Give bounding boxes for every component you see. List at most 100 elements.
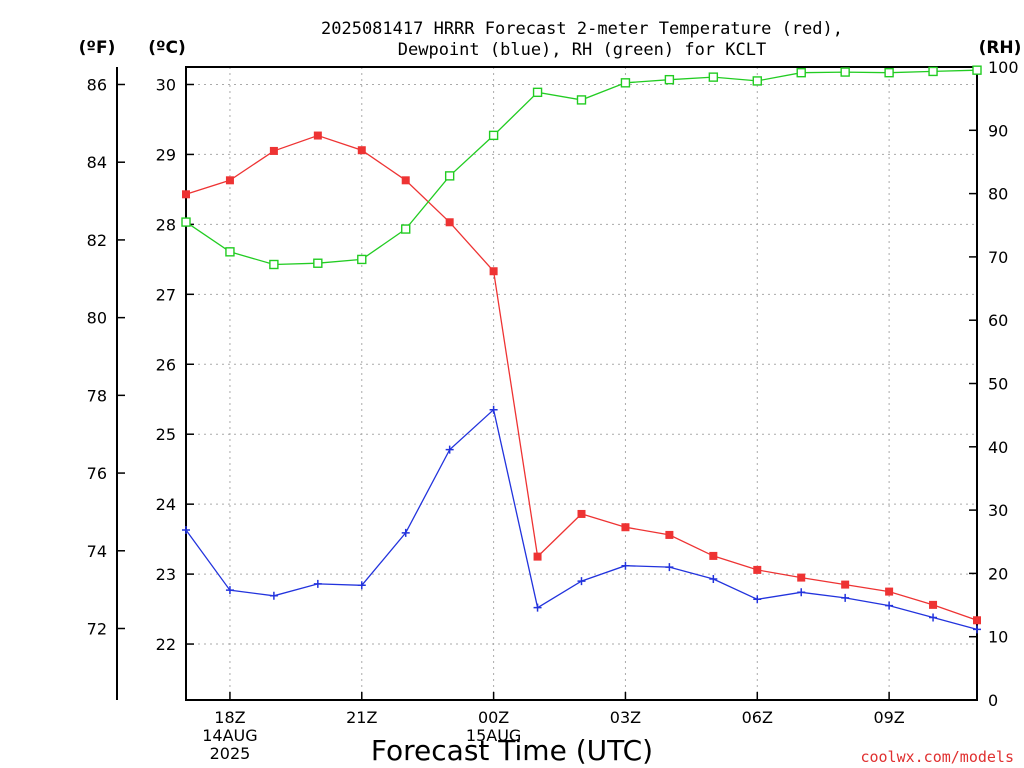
- rh-point: [576, 95, 587, 105]
- temperature-point: [269, 146, 278, 155]
- temperature-point: [973, 616, 981, 625]
- dewpoint-point: [269, 591, 278, 600]
- dewpoint-point: [225, 586, 234, 595]
- dewpoint-point: [577, 577, 586, 586]
- rh-point: [532, 87, 543, 98]
- x-tick-label: 09Z: [873, 708, 904, 727]
- plot-frame: [185, 66, 978, 701]
- fahrenheit-unit-label: (ºF): [79, 38, 116, 58]
- rh-tick-label: 50: [988, 375, 1008, 394]
- rh-point: [664, 74, 675, 85]
- rh-point: [269, 259, 279, 270]
- x-tick-label: 00Z: [478, 708, 509, 727]
- dewpoint-point: [929, 613, 938, 622]
- rh-tick-label: 60: [988, 311, 1008, 330]
- temperature-point: [665, 530, 674, 539]
- celsius-tick-label: 26: [156, 355, 176, 374]
- rh-tick-label: 100: [988, 58, 1019, 77]
- fahrenheit-tick-label: 82: [87, 231, 107, 250]
- fahrenheit-tick-label: 86: [87, 75, 107, 94]
- x-tick-label: 14AUG: [202, 726, 257, 745]
- rh-tick-label: 40: [988, 438, 1008, 457]
- x-tick-label: 06Z: [742, 708, 773, 727]
- rh-point: [972, 65, 982, 75]
- dewpoint-point: [313, 579, 322, 588]
- rh-point: [181, 217, 191, 227]
- x-tick-label: 18Z: [214, 708, 245, 727]
- rh-point: [357, 254, 367, 265]
- temperature-point: [929, 600, 938, 609]
- x-tick-label: 2025: [210, 744, 251, 763]
- rh-tick-label: 0: [988, 691, 998, 710]
- data-series: [181, 65, 982, 634]
- x-tick-label: 21Z: [346, 708, 377, 727]
- celsius-tick-label: 28: [156, 215, 176, 234]
- dewpoint-point: [841, 593, 850, 602]
- temperature-point: [401, 176, 410, 185]
- celsius-unit-label: (ºC): [148, 38, 186, 58]
- temperature-point: [885, 587, 894, 596]
- celsius-tick-label: 22: [156, 635, 176, 654]
- rh-point: [708, 72, 719, 82]
- temperature-point: [841, 580, 850, 589]
- rh-point: [488, 130, 499, 141]
- temperature-point: [533, 552, 542, 561]
- rh-tick-label: 70: [988, 248, 1008, 267]
- x-tick-label: 03Z: [610, 708, 641, 727]
- rh-tick-label: 10: [988, 628, 1008, 647]
- chart-title-line1: 2025081417 HRRR Forecast 2-meter Tempera…: [321, 19, 843, 39]
- temperature-point: [445, 218, 454, 227]
- dewpoint-point: [401, 528, 410, 537]
- fahrenheit-tick-label: 76: [87, 464, 107, 483]
- rh-point: [884, 67, 894, 78]
- dewpoint-point: [973, 625, 981, 634]
- grid-lines: [186, 67, 977, 700]
- dewpoint-point: [182, 526, 190, 535]
- rh-point: [928, 66, 938, 77]
- rh-tick-label: 30: [988, 501, 1008, 520]
- dewpoint-point: [489, 405, 498, 414]
- temperature-point: [797, 573, 806, 582]
- dewpoint-point: [357, 581, 366, 590]
- celsius-tick-label: 25: [156, 425, 176, 444]
- fahrenheit-tick-label: 72: [87, 620, 107, 639]
- rh-point: [313, 258, 323, 268]
- dewpoint-point: [665, 563, 674, 572]
- celsius-tick-label: 30: [156, 75, 176, 94]
- rh-point: [444, 171, 455, 181]
- dewpoint-point: [709, 574, 718, 583]
- rh-point: [225, 247, 235, 257]
- dewpoint-point: [753, 595, 762, 604]
- dewpoint-point: [533, 603, 542, 612]
- celsius-tick-label: 29: [156, 145, 176, 164]
- dewpoint-point: [445, 445, 454, 454]
- celsius-tick-label: 23: [156, 565, 176, 584]
- temperature-line: [185, 134, 978, 621]
- dewpoint-point: [621, 561, 630, 570]
- rh-tick-label: 20: [988, 564, 1008, 583]
- temperature-point: [489, 267, 498, 276]
- rh-point: [796, 67, 806, 78]
- temperature-point: [357, 146, 366, 155]
- temperature-point: [225, 176, 234, 185]
- rh-tick-label: 80: [988, 185, 1008, 204]
- rh-unit-label: (RH): [979, 38, 1022, 58]
- temperature-point: [621, 523, 630, 532]
- dewpoint-line: [185, 408, 978, 631]
- celsius-tick-label: 27: [156, 285, 176, 304]
- temperature-point: [313, 131, 322, 140]
- rh-tick-label: 90: [988, 121, 1008, 140]
- fahrenheit-tick-label: 84: [87, 153, 107, 172]
- credit-text: coolwx.com/models: [860, 748, 1014, 766]
- rh-point: [620, 78, 631, 88]
- dewpoint-point: [797, 588, 806, 597]
- chart-title-line2: Dewpoint (blue), RH (green) for KCLT: [398, 40, 766, 60]
- x-axis-label: Forecast Time (UTC): [371, 734, 653, 767]
- x-tick-label: 15AUG: [466, 726, 521, 745]
- axes: 72 74 76 78 80 82 84 86 22 23 24 25 26 27 28 29 30 0 10 20 3…: [87, 58, 1019, 763]
- rh-point: [840, 67, 850, 77]
- rh-point: [401, 224, 411, 234]
- dewpoint-point: [885, 601, 894, 610]
- fahrenheit-tick-label: 74: [87, 542, 107, 561]
